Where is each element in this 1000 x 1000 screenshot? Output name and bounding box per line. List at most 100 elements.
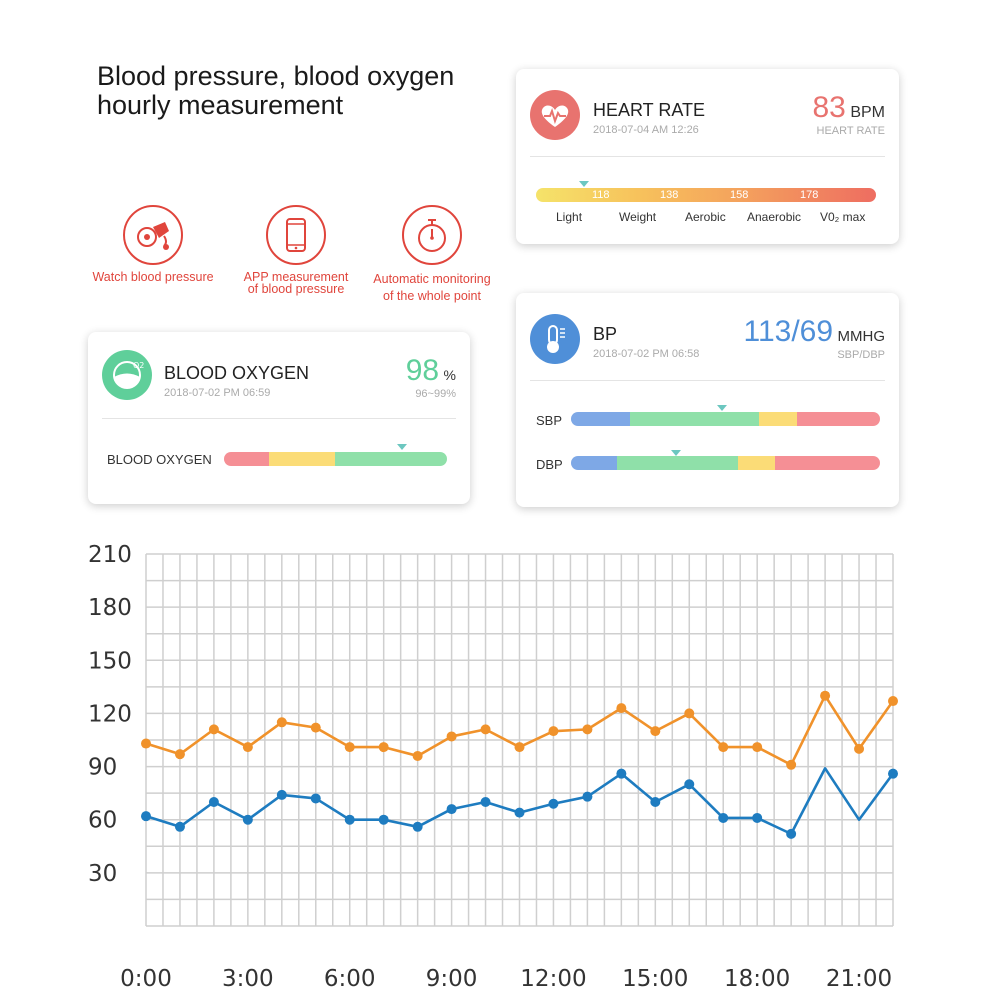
series-1-point [344,742,355,753]
blood-oxygen-bar-label: BLOOD OXYGEN [107,452,212,467]
series-2-point [752,812,763,823]
series-2-point [548,798,559,809]
series-1-point [786,759,797,770]
series-1-point [208,724,219,735]
y-tick-label: 210 [88,542,132,568]
series-1-point [378,742,389,753]
series-1-point [276,717,287,728]
bp-card[interactable]: BP 2018-07-02 PM 06:58 113/69 MMHG SBP/D… [516,293,899,507]
series-2-point [718,812,729,823]
series-1-point [548,726,559,737]
heart-rate-title: HEART RATE [593,100,706,120]
dbp-bar [571,456,880,470]
blood-oxygen-sub: 96~99% [415,388,456,400]
heart-rate-sub: HEART RATE [816,125,885,137]
heart-rate-value: 83 [812,91,846,124]
sbp-label: SBP [536,413,563,428]
heart-rate-card[interactable]: HEART RATE 2018-07-04 AM 12:26 83 BPM HE… [516,69,899,244]
thermometer-icon [530,314,580,364]
series-1-point [446,731,457,742]
divider [530,156,885,157]
series-2-point [786,828,797,839]
oxygen-icon: O2 [102,350,152,400]
divider [102,418,456,419]
dbp-label: DBP [536,457,563,472]
heart-rate-marker [578,181,589,187]
zone-label: Anaerobic [747,210,802,224]
series-1-point [718,742,729,753]
series-2-point [684,779,695,790]
feature-caption: APP measurement [243,270,349,284]
hourly-line-chart: 210 180 150 120 90 60 30 0:00 3:00 6:00 9:00 12:00 1… [88,542,898,992]
x-tick-label: 15:00 [622,966,688,992]
y-tick-label: 60 [88,808,117,834]
series-2-point [514,807,525,818]
series-2-point [888,768,898,779]
y-tick-label: 150 [88,648,132,674]
series-1-point [141,738,151,749]
headline: Blood pressure, blood oxygen hourly meas… [97,62,454,120]
heart-rate-tick: 158 [730,189,749,201]
feature-watch-blood-pressure: Watch blood pressure [83,205,223,283]
bp-value: 113/69 [743,315,834,348]
series-1-point [820,690,831,701]
series-2-point [616,768,627,779]
feature-caption: Automatic monitoring [373,272,491,286]
headline-line-1: Blood pressure, blood oxygen [97,61,455,91]
series-2-point [378,814,389,825]
series-2-point [310,793,321,804]
dbp-marker [671,450,682,456]
blood-oxygen-title: BLOOD OXYGEN [164,363,310,383]
heart-rate-value-group: 83 BPM [813,91,886,125]
series-2-point [208,797,219,807]
heart-rate-unit: BPM [850,104,885,121]
feature-caption: of blood pressure [247,282,345,296]
series-1-point [174,749,185,760]
headline-line-2: hourly measurement [97,90,344,120]
heart-rate-date: 2018-07-04 AM 12:26 [593,124,699,136]
series-2-point [174,821,185,832]
series-1-point [650,726,661,737]
series-1-point [854,743,865,754]
series-2-point [582,791,593,802]
series-1-point [514,742,525,753]
series-2-point [276,789,287,800]
heart-rate-tick: 138 [660,189,679,201]
y-tick-label: 180 [88,595,132,621]
y-tick-label: 30 [88,861,117,887]
blood-oxygen-value: 98 [405,354,440,387]
series-1-point [684,708,695,719]
blood-oxygen-value-group: 98 % [406,354,456,388]
x-tick-label: 3:00 [222,966,274,992]
zone-label: Weight [619,210,657,224]
series-1-point [412,750,423,761]
x-tick-label: 6:00 [324,966,376,992]
divider [530,380,885,381]
blood-oxygen-card[interactable]: O2 BLOOD OXYGEN 2018-07-02 PM 06:59 98 %… [88,332,470,504]
blood-oxygen-unit: % [443,367,456,383]
series-1-point [480,724,491,735]
sbp-marker [717,405,728,411]
zone-label: Aerobic [685,210,726,224]
feature-caption: of the whole point [383,289,481,303]
y-tick-label: 120 [88,701,132,727]
series-2-point [344,814,355,825]
x-tick-label: 9:00 [426,966,478,992]
x-tick-label: 18:00 [724,966,790,992]
bp-sub: SBP/DBP [837,349,885,361]
sbp-bar [571,412,880,426]
series-2-point [446,804,457,815]
zone-label: Light [556,210,583,224]
feature-app-measurement: APP measurement of blood pressure [226,205,366,295]
x-tick-label: 12:00 [520,966,586,992]
stopwatch-icon [402,205,462,265]
series-1-point [242,742,253,753]
series-2-point [141,811,151,822]
series-1-point [752,742,763,753]
blood-oxygen-bar [224,452,447,466]
zone-label: V0₂ max [820,210,866,224]
series-2-point [650,797,661,807]
heart-pulse-icon [530,90,580,140]
series-1-point [310,722,321,733]
heart-rate-zone-bar [536,188,876,202]
